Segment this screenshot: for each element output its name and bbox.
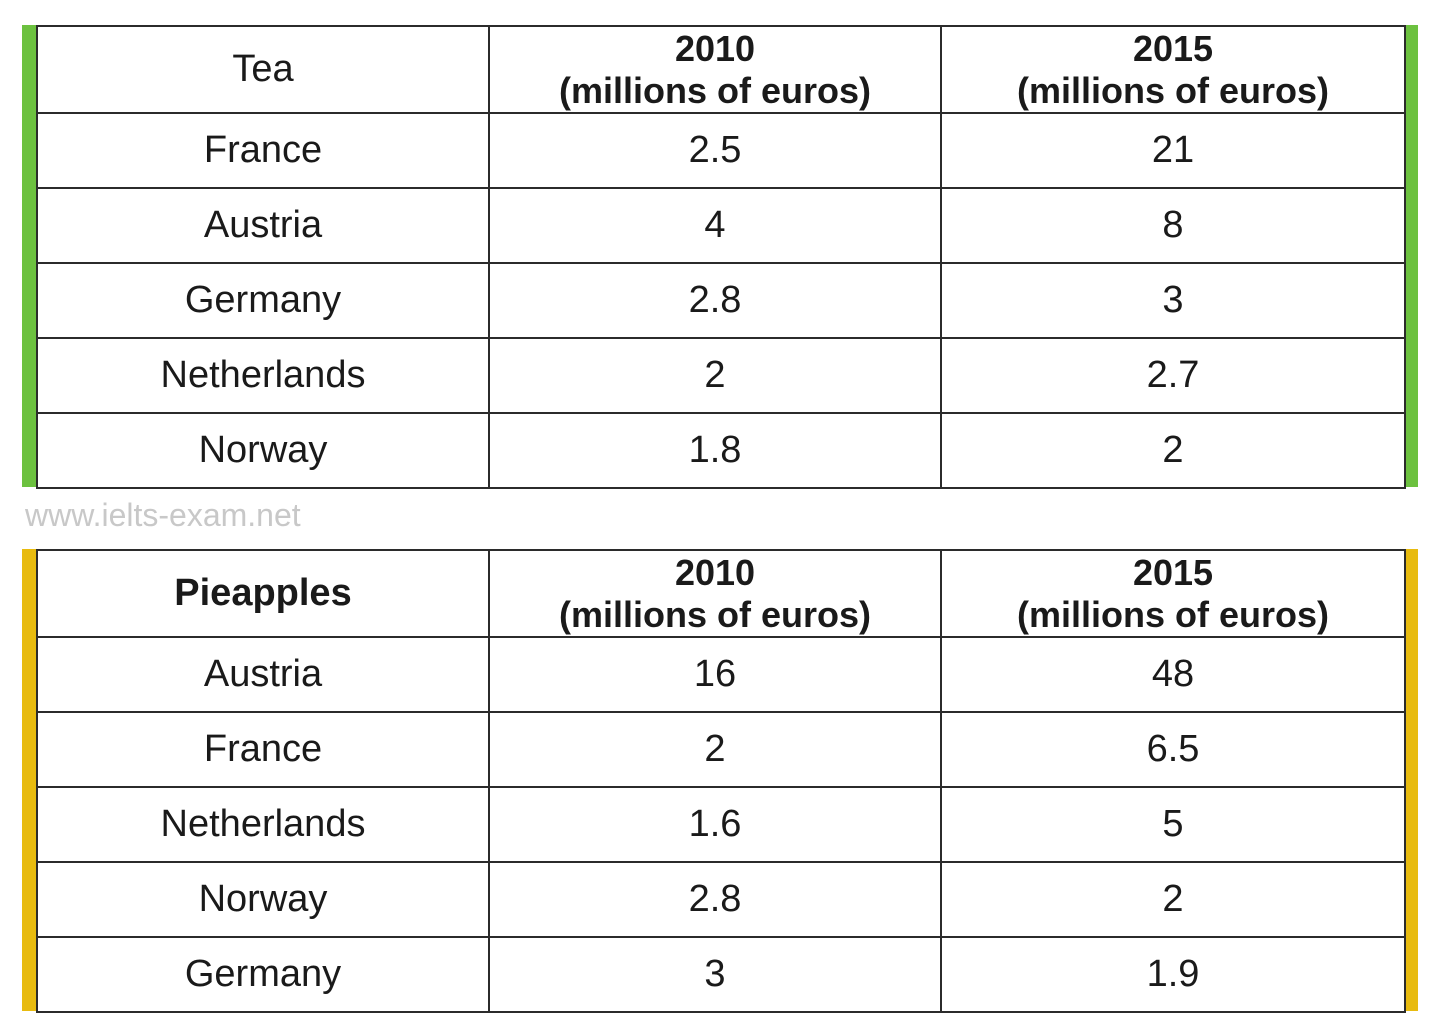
tea-header-row: Tea 2010 (millions of euros) 2015 (milli…: [36, 25, 1406, 114]
value-2015-cell: 2: [940, 861, 1406, 938]
country-cell: Germany: [36, 936, 490, 1013]
table-row: Netherlands 2 2.7: [36, 337, 1406, 414]
tea-product-label: Tea: [232, 48, 294, 90]
country-cell: Austria: [36, 187, 490, 264]
tea-header-product: Tea: [36, 25, 490, 114]
table-row: France 2 6.5: [36, 711, 1406, 788]
pineapples-header-row: Pieapples 2010 (millions of euros) 2015 …: [36, 549, 1406, 638]
value-2010-cell: 3: [488, 936, 942, 1013]
value-2010-cell: 2.8: [488, 262, 942, 339]
country-cell: France: [36, 112, 490, 189]
pineapples-header-2015-year: 2015: [1132, 551, 1214, 593]
watermark-text: www.ielts-exam.net: [25, 497, 301, 533]
table-row: Norway 2.8 2: [36, 861, 1406, 938]
tea-accent-bar-left: [22, 25, 36, 487]
value-2010-cell: 2: [488, 337, 942, 414]
pineapples-header-2010-unit: (millions of euros): [558, 593, 871, 635]
tea-header-2015: 2015 (millions of euros): [940, 25, 1406, 114]
table-row: Netherlands 1.6 5: [36, 786, 1406, 863]
pineapples-product-label: Pieapples: [174, 572, 352, 614]
tea-header-2010-year: 2010: [674, 27, 756, 69]
tea-header-2010-unit: (millions of euros): [558, 69, 871, 111]
tea-accent-bar-right: [1404, 25, 1418, 487]
value-2010-cell: 2.8: [488, 861, 942, 938]
country-cell: Netherlands: [36, 786, 490, 863]
table-row: Germany 3 1.9: [36, 936, 1406, 1013]
pineapples-header-2015-unit: (millions of euros): [1016, 593, 1329, 635]
pineapples-accent-bar-right: [1404, 549, 1418, 1011]
pineapples-header-product: Pieapples: [36, 549, 490, 638]
country-cell: Norway: [36, 412, 490, 489]
value-2015-cell: 48: [940, 636, 1406, 713]
country-cell: Norway: [36, 861, 490, 938]
country-cell: Netherlands: [36, 337, 490, 414]
country-cell: France: [36, 711, 490, 788]
tea-header-2015-unit: (millions of euros): [1016, 69, 1329, 111]
pineapples-accent-bar-left: [22, 549, 36, 1011]
value-2010-cell: 2.5: [488, 112, 942, 189]
value-2010-cell: 4: [488, 187, 942, 264]
pineapples-header-2015: 2015 (millions of euros): [940, 549, 1406, 638]
table-row: Germany 2.8 3: [36, 262, 1406, 339]
table-row: Norway 1.8 2: [36, 412, 1406, 489]
value-2015-cell: 3: [940, 262, 1406, 339]
value-2015-cell: 21: [940, 112, 1406, 189]
value-2010-cell: 2: [488, 711, 942, 788]
value-2015-cell: 6.5: [940, 711, 1406, 788]
pineapples-table-block: Pieapples 2010 (millions of euros) 2015 …: [22, 549, 1418, 1013]
tea-header-2015-year: 2015: [1132, 27, 1214, 69]
value-2015-cell: 8: [940, 187, 1406, 264]
tea-table: Tea 2010 (millions of euros) 2015 (milli…: [36, 25, 1406, 489]
table-row: France 2.5 21: [36, 112, 1406, 189]
pineapples-header-2010-year: 2010: [674, 551, 756, 593]
country-cell: Austria: [36, 636, 490, 713]
pineapples-header-2010: 2010 (millions of euros): [488, 549, 942, 638]
value-2015-cell: 2.7: [940, 337, 1406, 414]
table-row: Austria 4 8: [36, 187, 1406, 264]
value-2010-cell: 1.8: [488, 412, 942, 489]
value-2015-cell: 5: [940, 786, 1406, 863]
value-2010-cell: 16: [488, 636, 942, 713]
value-2015-cell: 2: [940, 412, 1406, 489]
value-2015-cell: 1.9: [940, 936, 1406, 1013]
table-row: Austria 16 48: [36, 636, 1406, 713]
tea-table-block: Tea 2010 (millions of euros) 2015 (milli…: [22, 25, 1418, 489]
country-cell: Germany: [36, 262, 490, 339]
value-2010-cell: 1.6: [488, 786, 942, 863]
pineapples-table: Pieapples 2010 (millions of euros) 2015 …: [36, 549, 1406, 1013]
tea-header-2010: 2010 (millions of euros): [488, 25, 942, 114]
